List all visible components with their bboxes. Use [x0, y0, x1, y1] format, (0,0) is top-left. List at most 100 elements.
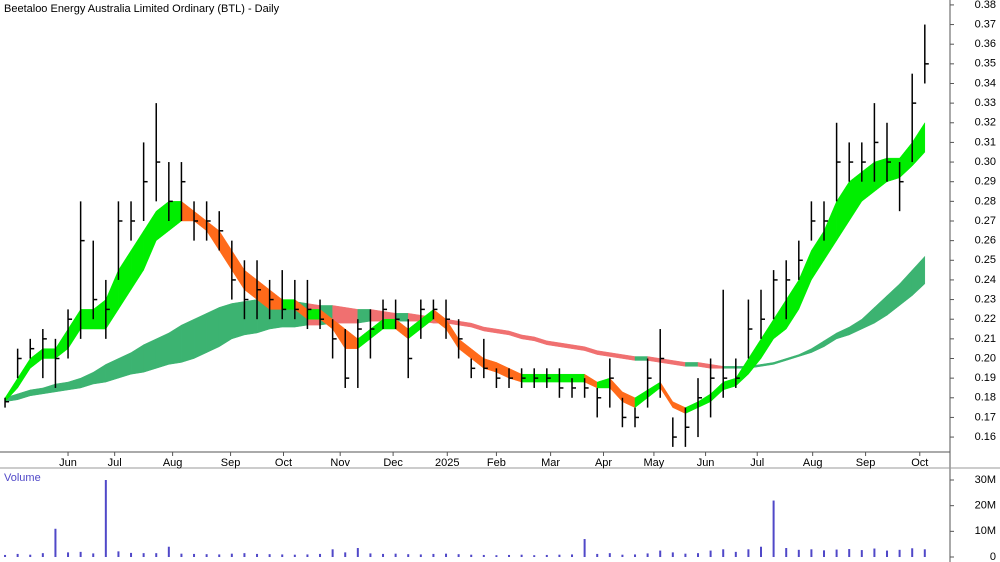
x-tick-label: Sep	[856, 457, 876, 469]
y-tick-label: 0.33	[975, 97, 996, 109]
volume-bar	[923, 549, 926, 557]
volume-bar	[810, 549, 813, 557]
volume-bar	[684, 553, 687, 557]
x-tick-label: Jun	[59, 457, 77, 469]
volume-bar	[281, 554, 284, 557]
y-tick-label: 0.26	[975, 235, 996, 247]
ribbon-segment	[218, 303, 233, 348]
volume-bar	[709, 550, 712, 557]
volume-bar	[482, 554, 485, 557]
y-tick-label: 0.32	[975, 117, 996, 129]
ribbon-segment	[395, 313, 409, 322]
volume-bar	[659, 550, 662, 557]
volume-bar	[646, 553, 649, 557]
volume-bar	[697, 553, 700, 557]
x-tick-label: Oct	[275, 457, 292, 469]
volume-bar	[92, 553, 95, 557]
volume-bar	[898, 549, 901, 557]
volume-bar	[457, 554, 460, 557]
volume-bar	[545, 554, 548, 557]
y-tick-label: 0.25	[975, 254, 996, 266]
volume-bar	[608, 553, 611, 557]
chart-title: Beetaloo Energy Australia Limited Ordina…	[4, 3, 280, 15]
ribbon-segment	[206, 307, 220, 353]
volume-bar	[104, 480, 107, 557]
volume-bar	[886, 550, 889, 557]
y-tick-label: 0.31	[975, 136, 996, 148]
volume-bar	[331, 549, 334, 557]
ribbon-segment	[357, 309, 371, 324]
volume-bar	[130, 552, 133, 557]
volume-bar	[722, 549, 725, 557]
ribbon-segment	[181, 318, 195, 363]
volume-bar	[596, 553, 599, 557]
y-tick-label: 0.28	[975, 195, 996, 207]
volume-bar	[167, 546, 170, 557]
x-tick-label: Sep	[221, 457, 241, 469]
ribbon-segment	[344, 307, 359, 324]
ribbon-segment	[244, 299, 258, 336]
volume-bar	[671, 552, 674, 557]
y-tick-label: 0.37	[975, 18, 996, 30]
volume-bar	[508, 554, 511, 557]
volume-bar	[79, 551, 82, 557]
volume-bar	[470, 554, 473, 557]
ribbon-segment	[307, 309, 321, 320]
volume-bar	[860, 550, 863, 557]
volume-bar	[155, 553, 158, 557]
volume-bar	[180, 553, 183, 557]
volume-bar	[621, 554, 624, 557]
ribbon-segment	[911, 255, 926, 297]
volume-bar	[445, 553, 448, 557]
y-tick-label: 0	[990, 551, 996, 562]
volume-bar	[344, 552, 347, 557]
volume-bar	[394, 553, 397, 557]
x-tick-label: Nov	[330, 457, 350, 469]
volume-bar	[356, 548, 359, 557]
volume-title: Volume	[4, 472, 41, 484]
x-tick-label: Oct	[911, 457, 928, 469]
volume-bar	[29, 554, 32, 557]
volume-bar	[760, 546, 763, 557]
volume-bar	[382, 553, 385, 557]
y-tick-label: 0.36	[975, 38, 996, 50]
volume-bar	[16, 553, 19, 557]
ribbon-segment	[155, 332, 170, 369]
volume-bar	[256, 553, 259, 557]
volume-bar	[142, 553, 145, 557]
volume-bar	[243, 553, 246, 557]
volume-bar	[495, 555, 498, 557]
volume-bar	[747, 549, 750, 557]
volume-bar	[268, 554, 271, 557]
volume-bar	[583, 539, 586, 557]
volume-bar	[319, 553, 322, 557]
volume-bar	[407, 554, 410, 557]
x-tick-label: Apr	[595, 457, 612, 469]
x-tick-label: Aug	[803, 457, 823, 469]
x-tick-label: May	[644, 457, 665, 469]
volume-bar	[533, 555, 536, 557]
volume-bar	[873, 548, 876, 557]
y-tick-label: 0.22	[975, 313, 996, 325]
volume-bar	[293, 554, 296, 557]
x-tick-label: Dec	[383, 457, 403, 469]
volume-bar	[734, 551, 737, 557]
ribbon-segment	[231, 301, 245, 340]
y-tick-label: 0.17	[975, 411, 996, 423]
volume-bar	[432, 553, 435, 557]
volume-bar	[848, 549, 851, 557]
y-tick-label: 0.23	[975, 293, 996, 305]
volume-bar	[835, 549, 838, 557]
volume-bar	[193, 553, 196, 557]
volume-bar	[520, 554, 523, 557]
volume-bar	[785, 548, 788, 557]
ribbon-segment	[370, 309, 384, 322]
ribbon-segment	[80, 309, 94, 330]
ribbon-segment	[634, 356, 648, 361]
y-tick-label: 0.34	[975, 77, 996, 89]
y-tick-label: 0.19	[975, 372, 996, 384]
x-tick-label: Feb	[487, 457, 506, 469]
volume-bar	[772, 500, 775, 557]
y-tick-label: 0.18	[975, 392, 996, 404]
